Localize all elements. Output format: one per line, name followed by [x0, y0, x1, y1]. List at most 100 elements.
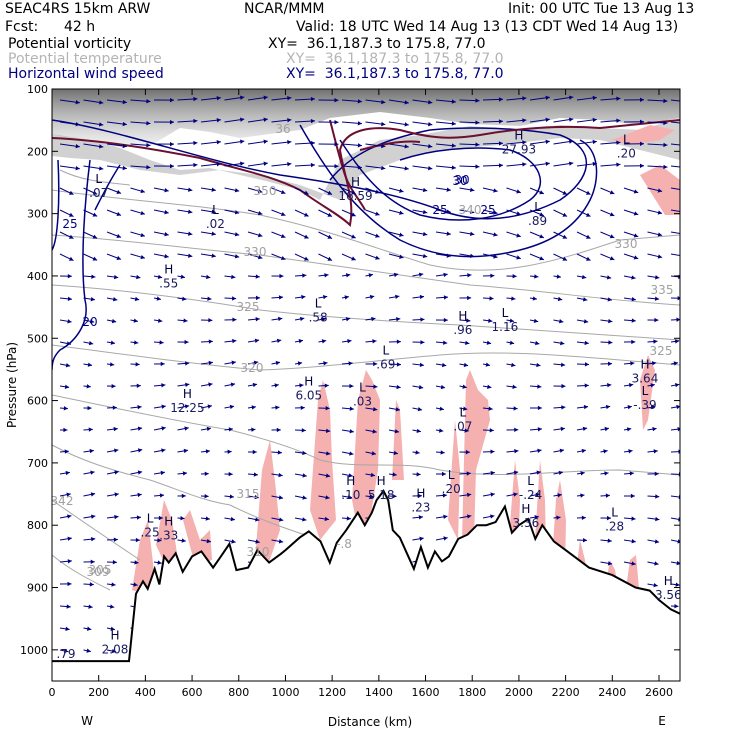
wind-vector [435, 272, 448, 278]
wind-vector [365, 231, 380, 238]
wind-vector [482, 318, 493, 323]
wind-vector [318, 164, 339, 169]
wind-vector [177, 231, 193, 236]
wind-vector [647, 426, 657, 432]
wind-vector [130, 405, 142, 410]
wind-vector [412, 121, 433, 127]
wind-vector [341, 338, 352, 344]
wind-vector [318, 187, 333, 195]
wind-vector [294, 273, 307, 278]
wind-vector [576, 139, 597, 145]
y-tick-label: 700 [27, 457, 48, 470]
wind-vector [670, 339, 680, 344]
wind-vector [224, 139, 245, 145]
wind-vector [177, 516, 185, 521]
wind-vector [482, 514, 495, 519]
wind-vector [224, 317, 237, 322]
extremum-value: 2.08 [102, 643, 129, 657]
wind-vector [576, 161, 597, 167]
wind-vector [83, 121, 104, 127]
wind-vector [553, 470, 564, 476]
wind-vector [177, 361, 190, 366]
wind-vector [247, 449, 257, 455]
wind-vector [459, 98, 480, 103]
wind-vector [623, 382, 634, 388]
wind-vector [106, 514, 119, 520]
wind-vector [177, 471, 188, 476]
wind-vector [506, 318, 515, 323]
wind-vector [506, 274, 517, 279]
wind-vector [153, 426, 166, 431]
wind-vector [647, 582, 658, 588]
wind-vector [83, 448, 94, 454]
wind-vector [670, 361, 679, 366]
wind-vector [200, 318, 213, 323]
wind-vector [553, 340, 565, 346]
wind-vector [506, 448, 519, 454]
wind-vector [83, 514, 96, 519]
wind-vector [341, 273, 351, 278]
extremum-kind: L [147, 512, 154, 526]
wind-vector [200, 274, 211, 280]
wind-vector [647, 449, 658, 454]
wind-vector [670, 382, 680, 388]
wind-vector [482, 231, 498, 237]
wind-vector [670, 231, 680, 235]
wind-vector [388, 187, 404, 193]
wind-vector [83, 492, 96, 497]
wind-vector [318, 406, 330, 411]
wind-vector [459, 231, 475, 237]
wind-vector [388, 429, 400, 434]
wind-vector [106, 383, 116, 389]
wind-vector [435, 317, 448, 323]
wind-vector [506, 384, 517, 390]
wind-vector [623, 339, 636, 345]
wind-vector [177, 274, 186, 279]
extremum-kind: L [212, 203, 219, 217]
wind-vector [647, 317, 659, 323]
wind-vector [576, 383, 589, 388]
x-tick-label: 2400 [598, 686, 626, 699]
wind-vector [388, 253, 404, 259]
wind-vector [153, 515, 163, 521]
wind-vector [294, 473, 307, 478]
wind-vector [670, 560, 680, 566]
wind-vector [647, 405, 656, 410]
wind-vector [247, 360, 259, 365]
wind-vector [177, 209, 193, 214]
wind-vector [529, 405, 542, 411]
wind-vector [623, 471, 634, 476]
wind-vector [623, 253, 639, 260]
wind-vector [200, 339, 213, 344]
wind-vector [553, 426, 565, 432]
wind-vector [623, 297, 636, 302]
wind-vector [670, 99, 680, 102]
wind-vector [318, 142, 339, 147]
wind-vector [365, 472, 376, 478]
wind-vector [365, 406, 378, 412]
wind-vector [294, 428, 306, 433]
wind-vector [482, 449, 495, 454]
wind-vector [59, 626, 70, 632]
extremum-value: .20 [617, 147, 636, 161]
x-axis-east-label: E [658, 714, 666, 728]
x-tick-label: 1400 [365, 686, 393, 699]
wind-vector [106, 405, 117, 410]
wind-vector [59, 143, 80, 149]
wind-vector [412, 340, 425, 345]
wind-vector [83, 296, 96, 302]
wind-vector [224, 360, 236, 365]
wind-vector [600, 449, 608, 454]
theta-contour-label: 315 [237, 487, 260, 501]
wind-vector [647, 98, 668, 104]
extremum-value: -.39 [633, 398, 656, 412]
extremum-kind: H [164, 515, 173, 529]
wind-vector [247, 382, 258, 388]
extremum-value: 3.36 [513, 516, 540, 530]
wind-vector [247, 231, 263, 238]
wind-vector [553, 383, 566, 389]
wind-vector [247, 494, 259, 500]
wind-vector [224, 494, 234, 499]
y-tick-label: 400 [27, 270, 48, 283]
wind-vector [130, 448, 143, 453]
